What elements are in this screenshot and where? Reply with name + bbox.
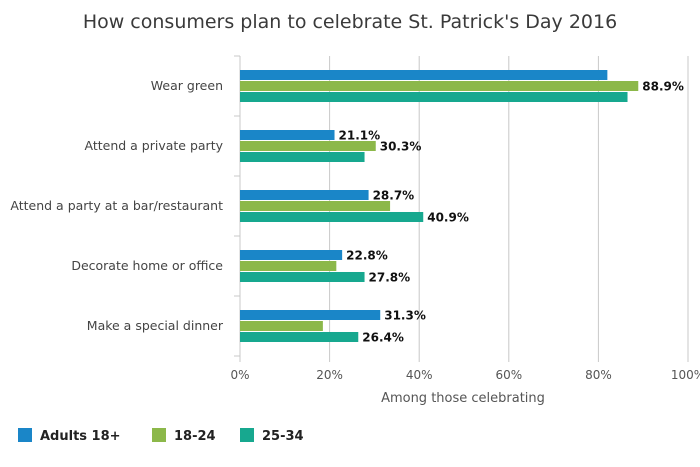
bar (240, 130, 335, 140)
data-label: 88.9% (642, 80, 684, 94)
bar (240, 141, 376, 151)
legend-swatch (152, 428, 166, 442)
bar (240, 201, 391, 211)
bar (240, 152, 365, 162)
data-label: 27.8% (369, 271, 411, 285)
data-label: 21.1% (339, 129, 381, 143)
legend-label: Adults 18+ (40, 429, 121, 444)
bar (240, 190, 369, 200)
bar (240, 321, 323, 331)
category-label: Decorate home or office (71, 258, 223, 273)
x-tick-label: 100% (671, 368, 700, 382)
data-label: 40.9% (427, 211, 469, 225)
bar (240, 310, 381, 320)
data-label: 22.8% (346, 249, 388, 263)
bar (240, 250, 343, 260)
bars (240, 70, 639, 342)
bar (240, 272, 365, 282)
category-label: Attend a party at a bar/restaurant (10, 198, 223, 213)
bar (240, 70, 608, 80)
bar (240, 92, 628, 102)
data-label: 30.3% (380, 140, 422, 154)
legend-label: 25-34 (262, 429, 304, 444)
legend-swatch (240, 428, 254, 442)
category-label: Attend a private party (85, 138, 224, 153)
legend-swatch (18, 428, 32, 442)
data-labels: 88.9% 21.1%30.3% 28.7% 40.9% 22.8% 27.8% 31.3%… (339, 80, 684, 345)
x-tick-label: 60% (495, 368, 522, 382)
bar (240, 81, 639, 91)
x-tick-label: 0% (230, 368, 249, 382)
bar (240, 261, 337, 271)
data-label: 26.4% (362, 331, 404, 345)
x-axis-label: Among those celebrating (381, 391, 545, 406)
x-tick-label: 80% (585, 368, 612, 382)
category-label: Make a special dinner (87, 318, 224, 333)
bar (240, 332, 359, 342)
x-tick-label: 20% (316, 368, 343, 382)
x-tick-label: 40% (406, 368, 433, 382)
bar (240, 212, 424, 222)
legend: Adults 18+ 18-24 25-34 (18, 428, 304, 444)
legend-label: 18-24 (174, 429, 216, 444)
category-label: Wear green (151, 78, 223, 93)
x-tick-labels: 0% 20% 40% 60% 80% 100% (230, 368, 700, 382)
data-label: 28.7% (373, 189, 415, 203)
category-labels: Wear green Attend a private party Attend a… (10, 78, 223, 333)
data-label: 31.3% (384, 309, 426, 323)
chart-title: How consumers plan to celebrate St. Patr… (83, 11, 617, 33)
